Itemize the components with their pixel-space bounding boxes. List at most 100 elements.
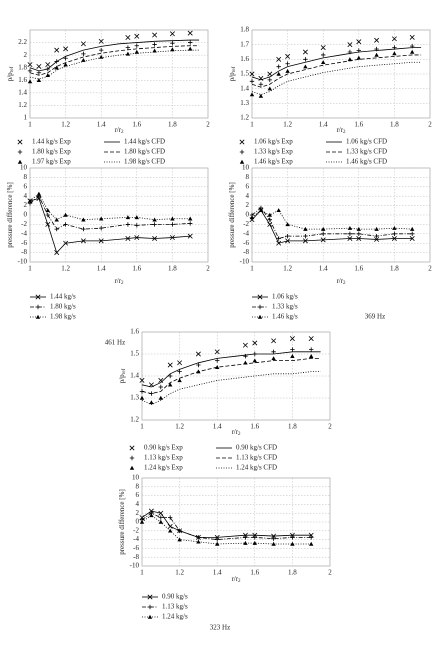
x-tick-label: 1.8 bbox=[288, 423, 297, 431]
y-tick-label: 2 bbox=[136, 509, 140, 517]
legend-label: 1.06 kg/s CFD bbox=[346, 138, 387, 146]
series-line bbox=[141, 371, 321, 406]
marker bbox=[17, 139, 23, 145]
x-axis-label: r/r2 bbox=[231, 428, 241, 438]
x-tick-label: 1.2 bbox=[175, 569, 184, 577]
x-tick-label: 1 bbox=[250, 265, 254, 273]
marker bbox=[347, 225, 353, 230]
marker bbox=[36, 63, 42, 69]
marker bbox=[99, 47, 104, 53]
marker bbox=[177, 378, 182, 383]
marker bbox=[271, 349, 276, 354]
x-tick-label: 1 bbox=[250, 121, 254, 129]
y-tick-label: 1.3 bbox=[130, 394, 139, 402]
legend-label: 1.33 kg/s CFD bbox=[346, 148, 387, 156]
marker bbox=[158, 510, 164, 516]
marker bbox=[410, 231, 415, 236]
legend-label: 0.90 kg/s CFD bbox=[236, 444, 277, 452]
marker bbox=[129, 465, 135, 470]
series-line bbox=[141, 351, 321, 388]
y-tick-label: 2 bbox=[24, 201, 28, 209]
legend-label: 0.90 kg/s bbox=[162, 593, 188, 601]
x-axis-label-sub: 2 bbox=[343, 281, 346, 286]
legend-label: 1.46 kg/s bbox=[272, 313, 298, 321]
marker bbox=[45, 73, 50, 78]
marker bbox=[54, 217, 59, 222]
x-tick-label: 1.8 bbox=[288, 569, 297, 577]
marker bbox=[249, 71, 255, 77]
marker bbox=[267, 77, 272, 83]
legend-label: 1.44 kg/s CFD bbox=[124, 138, 165, 146]
series-line bbox=[141, 510, 312, 538]
series-line bbox=[251, 54, 422, 88]
x-axis-label: r/r2 bbox=[231, 575, 241, 585]
marker bbox=[54, 47, 60, 53]
marker bbox=[271, 541, 276, 546]
marker bbox=[290, 347, 295, 352]
x-axis-label-sub: 2 bbox=[121, 281, 124, 286]
marker bbox=[147, 614, 153, 619]
y-tick-label: 1.2 bbox=[18, 101, 27, 109]
marker bbox=[374, 236, 380, 242]
x-tick-label: 1.4 bbox=[97, 265, 106, 273]
y-axis-label-text: p/p bbox=[228, 72, 236, 81]
legend-label: 1.80 kg/s CFD bbox=[124, 148, 165, 156]
marker bbox=[321, 226, 326, 231]
marker bbox=[302, 49, 308, 55]
marker bbox=[195, 351, 201, 357]
y-tick-label: 1.2 bbox=[130, 416, 139, 424]
y-axis-label-text: pressure difference [%] bbox=[118, 489, 126, 555]
marker bbox=[347, 42, 353, 48]
x-tick-label: 1.4 bbox=[319, 265, 328, 273]
marker bbox=[177, 360, 183, 366]
y-axis-label: pressure difference [%] bbox=[228, 182, 236, 248]
marker bbox=[285, 233, 290, 239]
y-tick-label: -10 bbox=[240, 258, 250, 266]
marker bbox=[99, 225, 104, 231]
marker bbox=[158, 384, 163, 390]
x-axis-label-text: r/r bbox=[336, 126, 343, 134]
marker bbox=[63, 212, 68, 217]
y-tick-label: 6 bbox=[136, 491, 140, 499]
y-tick-label: -2 bbox=[243, 220, 249, 228]
marker bbox=[303, 64, 308, 69]
x-tick-label: 1.4 bbox=[97, 121, 106, 129]
marker bbox=[168, 382, 173, 387]
x-tick-label: 1.2 bbox=[175, 423, 184, 431]
marker bbox=[134, 33, 140, 39]
marker bbox=[258, 208, 264, 213]
legend-label: 1.98 kg/s CFD bbox=[124, 158, 165, 166]
x-tick-label: 1.2 bbox=[283, 265, 292, 273]
x-tick-label: 1 bbox=[28, 265, 32, 273]
marker bbox=[276, 236, 281, 241]
marker bbox=[392, 225, 397, 230]
series-line bbox=[141, 358, 321, 395]
y-tick-label: 6 bbox=[24, 182, 28, 190]
marker bbox=[177, 528, 182, 533]
y-tick-label: 1.4 bbox=[18, 88, 27, 96]
marker bbox=[35, 304, 41, 310]
marker bbox=[321, 231, 326, 236]
marker bbox=[81, 57, 86, 62]
marker bbox=[147, 594, 153, 600]
y-tick-label: 2 bbox=[246, 201, 250, 209]
legend-label: 1.13 kg/s Exp bbox=[144, 454, 183, 462]
marker bbox=[129, 455, 135, 461]
marker bbox=[35, 294, 41, 300]
marker bbox=[249, 79, 255, 84]
marker bbox=[54, 65, 59, 70]
x-tick-label: 2 bbox=[328, 423, 332, 431]
marker bbox=[168, 373, 173, 379]
marker bbox=[252, 340, 258, 346]
y-tick-label: 1.4 bbox=[240, 84, 249, 92]
x-axis-label-sub: 2 bbox=[238, 432, 241, 437]
marker bbox=[169, 235, 175, 241]
marker bbox=[125, 215, 131, 220]
marker bbox=[347, 57, 353, 62]
marker bbox=[188, 216, 193, 221]
y-tick-label: -8 bbox=[133, 553, 139, 561]
y-tick-label: -6 bbox=[243, 239, 249, 247]
marker bbox=[187, 30, 193, 36]
x-tick-label: 2 bbox=[328, 569, 332, 577]
x-tick-label: 1.6 bbox=[250, 423, 259, 431]
